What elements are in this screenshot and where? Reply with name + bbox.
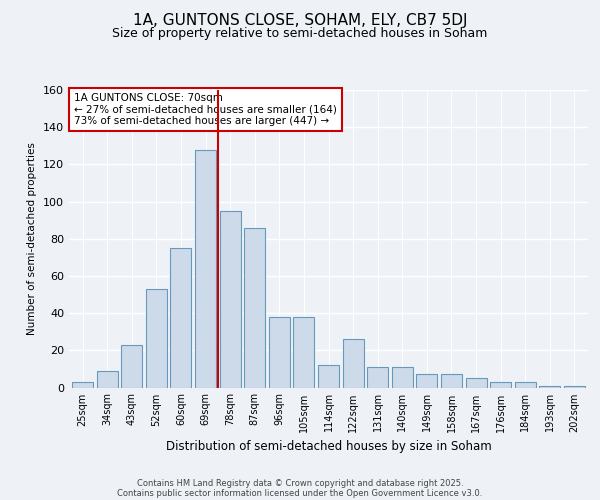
Bar — [195, 150, 216, 388]
Text: 1A, GUNTONS CLOSE, SOHAM, ELY, CB7 5DJ: 1A, GUNTONS CLOSE, SOHAM, ELY, CB7 5DJ — [133, 12, 467, 28]
Bar — [293, 317, 314, 388]
Bar — [220, 211, 241, 388]
X-axis label: Distribution of semi-detached houses by size in Soham: Distribution of semi-detached houses by … — [166, 440, 491, 453]
Bar — [97, 371, 118, 388]
Bar — [367, 367, 388, 388]
Bar — [515, 382, 536, 388]
Bar — [269, 317, 290, 388]
Bar — [564, 386, 585, 388]
Bar — [466, 378, 487, 388]
Text: Size of property relative to semi-detached houses in Soham: Size of property relative to semi-detach… — [112, 28, 488, 40]
Bar — [318, 365, 339, 388]
Bar — [170, 248, 191, 388]
Y-axis label: Number of semi-detached properties: Number of semi-detached properties — [28, 142, 37, 335]
Bar — [392, 367, 413, 388]
Bar — [539, 386, 560, 388]
Bar — [244, 228, 265, 388]
Text: Contains public sector information licensed under the Open Government Licence v3: Contains public sector information licen… — [118, 488, 482, 498]
Text: Contains HM Land Registry data © Crown copyright and database right 2025.: Contains HM Land Registry data © Crown c… — [137, 478, 463, 488]
Bar — [121, 344, 142, 388]
Bar — [416, 374, 437, 388]
Bar — [146, 289, 167, 388]
Bar — [441, 374, 462, 388]
Bar — [72, 382, 93, 388]
Bar — [490, 382, 511, 388]
Text: 1A GUNTONS CLOSE: 70sqm
← 27% of semi-detached houses are smaller (164)
73% of s: 1A GUNTONS CLOSE: 70sqm ← 27% of semi-de… — [74, 93, 337, 126]
Bar — [343, 339, 364, 388]
